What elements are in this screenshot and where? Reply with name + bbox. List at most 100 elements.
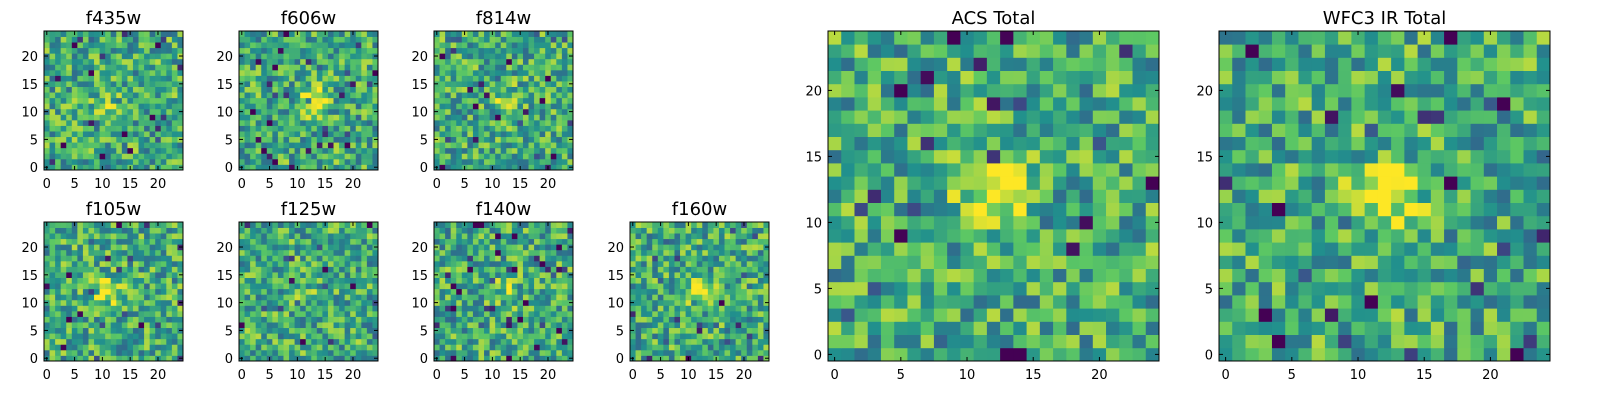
heatmap-cell [680, 327, 686, 334]
heatmap-cell [244, 153, 251, 160]
heatmap-cell [685, 294, 692, 301]
heatmap-cell [495, 227, 502, 234]
heatmap-cell [495, 75, 502, 82]
heatmap-cell [177, 125, 184, 132]
heatmap-cell [294, 244, 301, 251]
heatmap-cell [132, 299, 139, 306]
heatmap-cell [322, 310, 329, 317]
heatmap-cell [344, 97, 351, 104]
heatmap-cell [177, 266, 184, 273]
heatmap-cell [82, 158, 89, 165]
heatmap-cell [277, 316, 284, 323]
heatmap-cell [445, 164, 452, 171]
heatmap-cell [333, 327, 340, 334]
x-tick-label: 0 [433, 368, 441, 383]
heatmap-cell [239, 233, 245, 240]
heatmap-cell [511, 222, 518, 228]
heatmap-cell [730, 355, 737, 362]
heatmap-cell [361, 36, 368, 43]
heatmap-cell [127, 36, 134, 43]
heatmap-cell [561, 158, 568, 165]
heatmap-cell [305, 316, 312, 323]
heatmap-cell [567, 64, 574, 71]
heatmap-cell [94, 119, 100, 126]
heatmap-cell [663, 277, 670, 284]
heatmap-cell [718, 338, 725, 345]
heatmap-cell [171, 131, 178, 138]
heatmap-cell [82, 333, 89, 340]
heatmap-cell [691, 283, 698, 290]
heatmap-cell [49, 244, 56, 251]
heatmap-cell [110, 338, 117, 345]
heatmap-cell [333, 42, 340, 49]
heatmap-cell [534, 31, 541, 37]
heatmap-cell [116, 125, 123, 132]
heatmap-cell [49, 333, 56, 340]
heatmap-cell [1145, 295, 1160, 309]
heatmap-cell [99, 233, 106, 240]
heatmap-cell [445, 294, 452, 301]
heatmap-cell [149, 277, 156, 284]
heatmap-cell [355, 69, 362, 76]
heatmap-cell [289, 349, 295, 356]
heatmap-cell [261, 260, 268, 267]
heatmap-cell [82, 86, 89, 93]
heatmap-cell [718, 222, 725, 228]
heatmap-cell [561, 64, 568, 71]
heatmap-cell [461, 238, 468, 245]
heatmap-cell [121, 349, 128, 356]
heatmap-cell [456, 305, 463, 312]
heatmap-cell [1013, 308, 1027, 322]
heatmap-cell [366, 227, 373, 234]
heatmap-cell [434, 114, 440, 121]
heatmap-cell [550, 92, 557, 99]
heatmap-cell [517, 75, 524, 82]
heatmap-cell [55, 53, 62, 60]
heatmap-cell [534, 227, 541, 234]
heatmap-cell [484, 125, 490, 132]
heatmap-cell [289, 108, 295, 115]
heatmap-cell [973, 347, 988, 362]
heatmap-cell [506, 86, 513, 93]
heatmap-cell [289, 119, 295, 126]
heatmap-cell [456, 355, 463, 362]
heatmap-cell [635, 249, 642, 256]
heatmap-cell [355, 86, 362, 93]
heatmap-cell [144, 327, 151, 334]
heatmap-cell [116, 316, 123, 323]
heatmap-cell [534, 136, 541, 143]
heatmap-cell [49, 283, 56, 290]
heatmap-cell [456, 333, 463, 340]
heatmap-cell [713, 294, 720, 301]
heatmap-cell [255, 81, 262, 87]
heatmap-cell [255, 277, 262, 284]
heatmap-cell [763, 333, 770, 340]
heatmap-cell [973, 281, 988, 296]
heatmap-cell [116, 103, 123, 110]
heatmap-cell [361, 310, 368, 317]
heatmap-cell [289, 355, 295, 362]
heatmap-cell [105, 153, 112, 160]
heatmap-cell [294, 69, 301, 76]
heatmap-cell [472, 288, 479, 295]
heatmap-cell [272, 36, 279, 43]
heatmap-cell [1000, 347, 1014, 362]
heatmap-cell [261, 36, 268, 43]
heatmap-cell [1132, 202, 1147, 217]
heatmap-cell [261, 47, 268, 54]
heatmap-cell [450, 53, 457, 60]
heatmap-cell [556, 97, 563, 104]
heatmap-cell [1132, 176, 1147, 190]
heatmap-cell [99, 47, 106, 54]
heatmap-cell [121, 283, 128, 290]
heatmap-cell [166, 125, 173, 132]
heatmap-cell [730, 233, 737, 240]
heatmap-cell [445, 125, 452, 132]
heatmap-cell [506, 355, 513, 362]
heatmap-cell [333, 333, 340, 340]
heatmap-cell [99, 316, 106, 323]
heatmap-cell [105, 266, 112, 273]
heatmap-cell [77, 294, 84, 301]
heatmap-cell [44, 283, 50, 290]
heatmap-cell [316, 238, 323, 245]
